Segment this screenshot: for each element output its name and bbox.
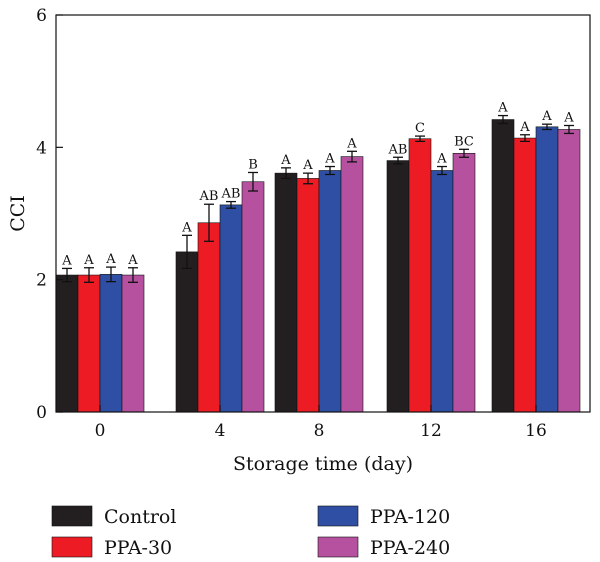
- x-axis-label: Storage time (day): [233, 453, 413, 475]
- legend-label-ppa-120: PPA-120: [370, 506, 450, 528]
- bar-ppa-120-day-16: [535, 126, 559, 413]
- bar-ppa-30-day-0: [77, 274, 101, 413]
- significance-label: B: [248, 157, 258, 172]
- y-axis-label: CCI: [7, 195, 29, 232]
- significance-label: A: [563, 110, 574, 125]
- legend-swatch-ppa-120: [317, 505, 359, 527]
- x-tick-label: 4: [215, 421, 226, 441]
- bar-ppa-120-day-0: [99, 274, 123, 413]
- y-tick-label: 0: [36, 403, 47, 423]
- significance-label: A: [519, 120, 530, 135]
- x-tick-label: 8: [314, 421, 325, 441]
- significance-label: A: [324, 152, 335, 167]
- significance-label: A: [346, 136, 357, 151]
- bar-ppa-240-day-12: [452, 152, 476, 413]
- significance-label: A: [105, 252, 116, 267]
- bar-ppa-30-day-4: [197, 222, 221, 413]
- significance-label: A: [83, 253, 94, 268]
- significance-label: A: [181, 220, 192, 235]
- significance-label: A: [302, 158, 313, 173]
- significance-label: AB: [199, 189, 219, 204]
- bar-ppa-120-day-4: [219, 204, 243, 413]
- bar-ppa-120-day-12: [430, 170, 454, 413]
- bar-ppa-30-day-16: [513, 137, 537, 413]
- bar-control-day-0: [55, 274, 79, 413]
- significance-label: A: [497, 101, 508, 116]
- y-tick-label: 4: [36, 138, 47, 158]
- legend: Control PPA-30 PPA-120 PPA-240: [51, 505, 450, 559]
- significance-label: C: [415, 121, 425, 136]
- y-tick-label: 6: [36, 6, 47, 26]
- bar-control-day-16: [491, 119, 515, 413]
- bar-control-day-12: [386, 160, 410, 413]
- bar-ppa-30-day-12: [408, 138, 432, 413]
- bar-ppa-240-day-8: [340, 156, 364, 413]
- x-tick-label: 0: [95, 421, 106, 441]
- legend-swatch-ppa-240: [317, 536, 359, 558]
- significance-label: A: [436, 152, 447, 167]
- x-tick-label: 16: [525, 421, 547, 441]
- plot-frame: [55, 14, 591, 413]
- significance-label: BC: [454, 134, 474, 149]
- significance-label: A: [61, 253, 72, 268]
- bar-control-day-8: [274, 172, 298, 413]
- bar-ppa-240-day-16: [557, 129, 581, 413]
- legend-swatch-control: [51, 505, 93, 527]
- bar-control-day-4: [175, 251, 199, 413]
- significance-label: A: [127, 253, 138, 268]
- significance-label: A: [541, 109, 552, 124]
- bar-ppa-240-day-4: [241, 181, 265, 413]
- significance-label: AB: [221, 187, 241, 202]
- significance-label: AB: [388, 142, 408, 157]
- bar-ppa-120-day-8: [318, 170, 342, 413]
- bar-ppa-240-day-0: [121, 274, 145, 413]
- legend-label-ppa-240: PPA-240: [370, 537, 450, 559]
- legend-label-control: Control: [104, 506, 176, 528]
- significance-label: A: [280, 153, 291, 168]
- axes: 0 2 4 6 0 4 8 12 16: [36, 6, 591, 441]
- bar-ppa-30-day-8: [296, 178, 320, 413]
- x-tick-label: 12: [420, 421, 442, 441]
- y-tick-label: 2: [36, 271, 47, 291]
- legend-swatch-ppa-30: [51, 536, 93, 558]
- legend-label-ppa-30: PPA-30: [104, 537, 172, 559]
